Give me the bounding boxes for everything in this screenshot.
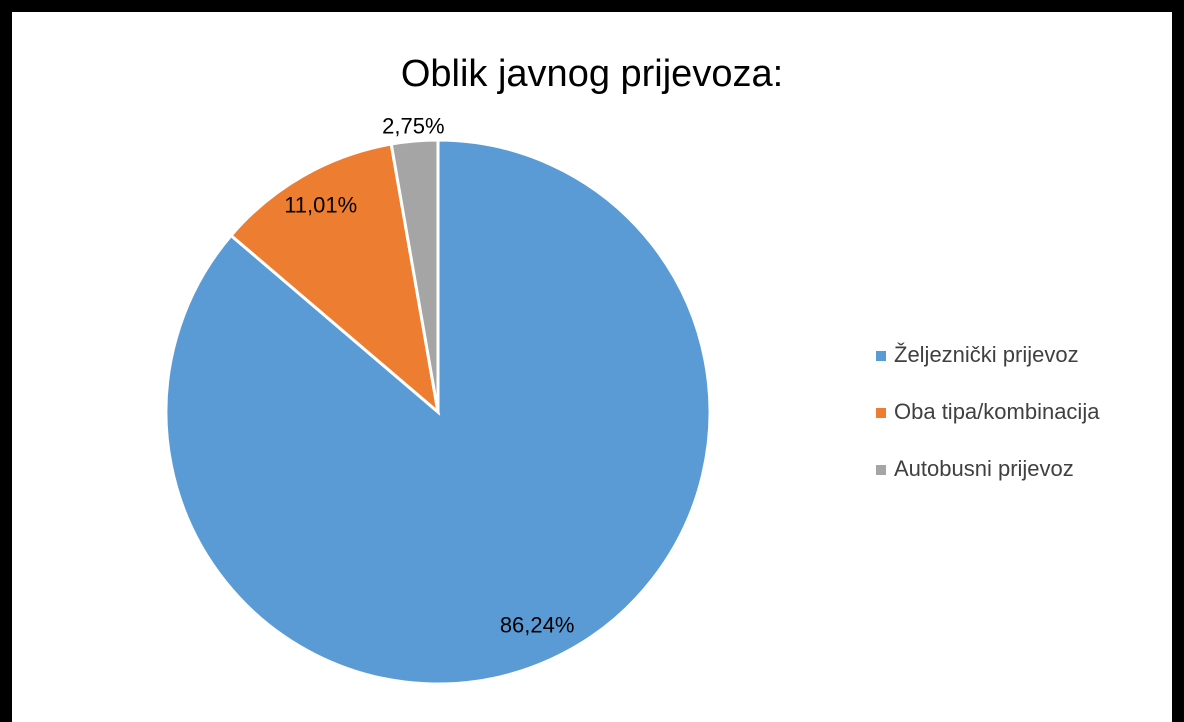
legend-marker <box>876 408 886 418</box>
data-label: 86,24% <box>500 613 575 638</box>
data-label: 2,75% <box>382 113 444 138</box>
legend-marker <box>876 351 886 361</box>
data-label: 11,01% <box>284 192 357 217</box>
legend-label: Oba tipa/kombinacija <box>894 399 1100 424</box>
chart-title: Oblik javnog prijevoza: <box>401 53 783 95</box>
legend-label: Željeznički prijevoz <box>894 342 1079 367</box>
pie-slice <box>228 142 441 416</box>
pie-slice <box>389 138 440 413</box>
legend-marker <box>876 465 886 475</box>
pie-slice <box>164 138 712 686</box>
legend-label: Autobusni prijevoz <box>894 456 1074 481</box>
